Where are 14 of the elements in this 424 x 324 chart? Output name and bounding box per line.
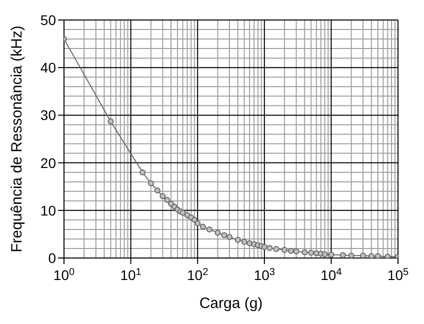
y-tick-label: 10	[40, 202, 56, 218]
y-tick-label: 30	[40, 107, 56, 124]
x-tick-label: 10$^{5}$	[387, 266, 410, 283]
y-axis-title: Frequência de Ressonância (kHz)	[8, 26, 26, 252]
y-tick-label: 50	[40, 12, 56, 28]
x-tick-label: 10$^{1}$	[120, 266, 142, 283]
y-tick-label: 20	[40, 154, 56, 171]
y-tick-label: 40	[40, 60, 56, 76]
x-tick-label: 10$^{0}$	[53, 266, 76, 283]
x-tick-label: 10$^{3}$	[254, 266, 276, 283]
y-tick-label: 0	[48, 250, 56, 266]
x-tick-label: 10$^{4}$	[320, 266, 342, 283]
x-axis-title: Carga (g)	[199, 295, 263, 312]
x-tick-label: 10$^{2}$	[187, 266, 209, 283]
